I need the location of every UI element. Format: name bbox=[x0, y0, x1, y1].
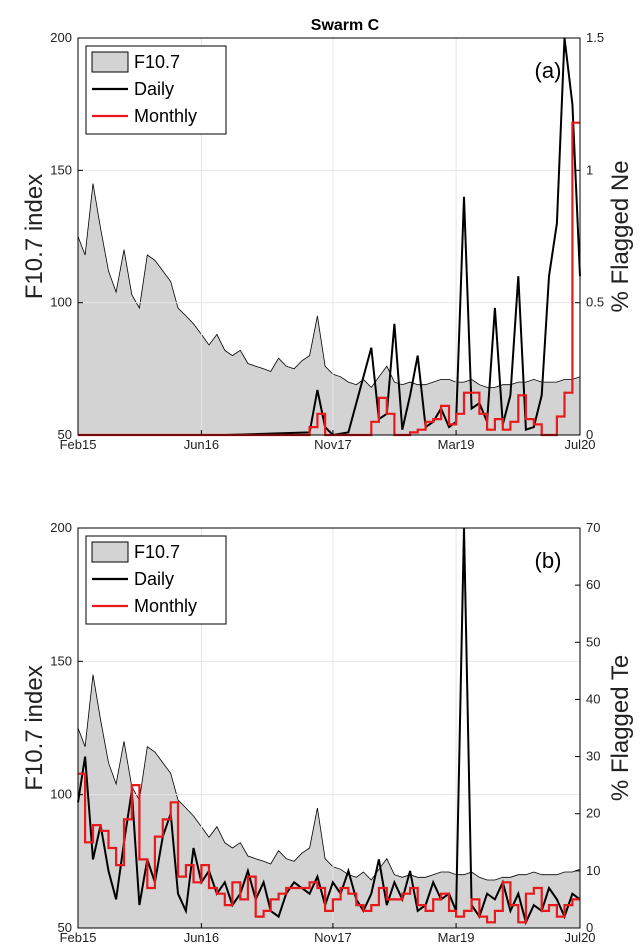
legend-entry-label: Daily bbox=[134, 569, 174, 589]
panel-label: (a) bbox=[535, 58, 562, 83]
x-tick-label: Mar19 bbox=[438, 930, 475, 945]
legend-swatch-area bbox=[91, 541, 129, 563]
legend-entry-label: Monthly bbox=[134, 106, 197, 126]
y-left-tick-label: 150 bbox=[50, 653, 72, 668]
legend-entry-label: F10.7 bbox=[134, 542, 180, 562]
y-right-tick-label: 1.5 bbox=[586, 30, 604, 45]
x-tick-label: Nov17 bbox=[314, 930, 352, 945]
y-right-tick-label: 10 bbox=[586, 863, 600, 878]
x-tick-label: Jul20 bbox=[564, 930, 595, 945]
y-right-tick-label: 50 bbox=[586, 634, 600, 649]
y-left-tick-label: 100 bbox=[50, 295, 72, 310]
panel-a: Feb15 Jun16 Nov17 Mar19 Jul20 50 100 150 200 0 0.5… bbox=[21, 30, 634, 452]
x-tick-label: Feb15 bbox=[60, 437, 97, 452]
x-tick-label: Nov17 bbox=[314, 437, 352, 452]
panel-label: (b) bbox=[535, 548, 562, 573]
axes-frame bbox=[77, 527, 581, 929]
x-tick-label: Jul20 bbox=[564, 437, 595, 452]
y-right-tick-label: 60 bbox=[586, 577, 600, 592]
y-left-tick-label: 50 bbox=[58, 920, 72, 935]
y-right-tick-label: 20 bbox=[586, 806, 600, 821]
x-tick-label: Jun16 bbox=[184, 930, 219, 945]
y-right-tick-label: 0.5 bbox=[586, 295, 604, 310]
daily-line bbox=[78, 37, 581, 437]
y-right-tick-label: 40 bbox=[586, 691, 600, 706]
y-right-axis-label: % Flagged Ne bbox=[607, 160, 634, 312]
legend-entry-label: Monthly bbox=[134, 596, 197, 616]
x-tick-label: Jun16 bbox=[184, 437, 219, 452]
y-left-tick-label: 150 bbox=[50, 162, 72, 177]
x-tick-label: Feb15 bbox=[60, 930, 97, 945]
panel-b: Feb15 Jun16 Nov17 Mar19 Jul20 50 100 150 200 0 10 2… bbox=[21, 520, 634, 945]
legend-entry-label: Daily bbox=[134, 79, 174, 99]
y-right-tick-label: 1 bbox=[586, 162, 593, 177]
y-right-tick-label: 30 bbox=[586, 749, 600, 764]
figure-title: Swarm C bbox=[311, 17, 380, 34]
y-left-tick-label: 100 bbox=[50, 787, 72, 802]
legend-entry-label: F10.7 bbox=[134, 52, 180, 72]
y-left-axis-label: F10.7 index bbox=[21, 174, 48, 299]
x-tick-label: Mar19 bbox=[438, 437, 475, 452]
y-right-tick-label: 70 bbox=[586, 520, 600, 535]
monthly-step-line bbox=[78, 772, 580, 924]
legend-swatch-area bbox=[91, 51, 129, 73]
daily-line bbox=[77, 527, 581, 926]
axes-frame bbox=[77, 37, 581, 436]
y-right-axis-label: % Flagged Te bbox=[607, 655, 634, 801]
y-left-tick-label: 200 bbox=[50, 30, 72, 45]
y-left-axis-label: F10.7 index bbox=[21, 665, 48, 790]
y-right-tick-label: 0 bbox=[586, 427, 593, 442]
y-left-tick-label: 50 bbox=[58, 427, 72, 442]
y-left-tick-label: 200 bbox=[50, 520, 72, 535]
y-right-tick-label: 0 bbox=[586, 920, 593, 935]
